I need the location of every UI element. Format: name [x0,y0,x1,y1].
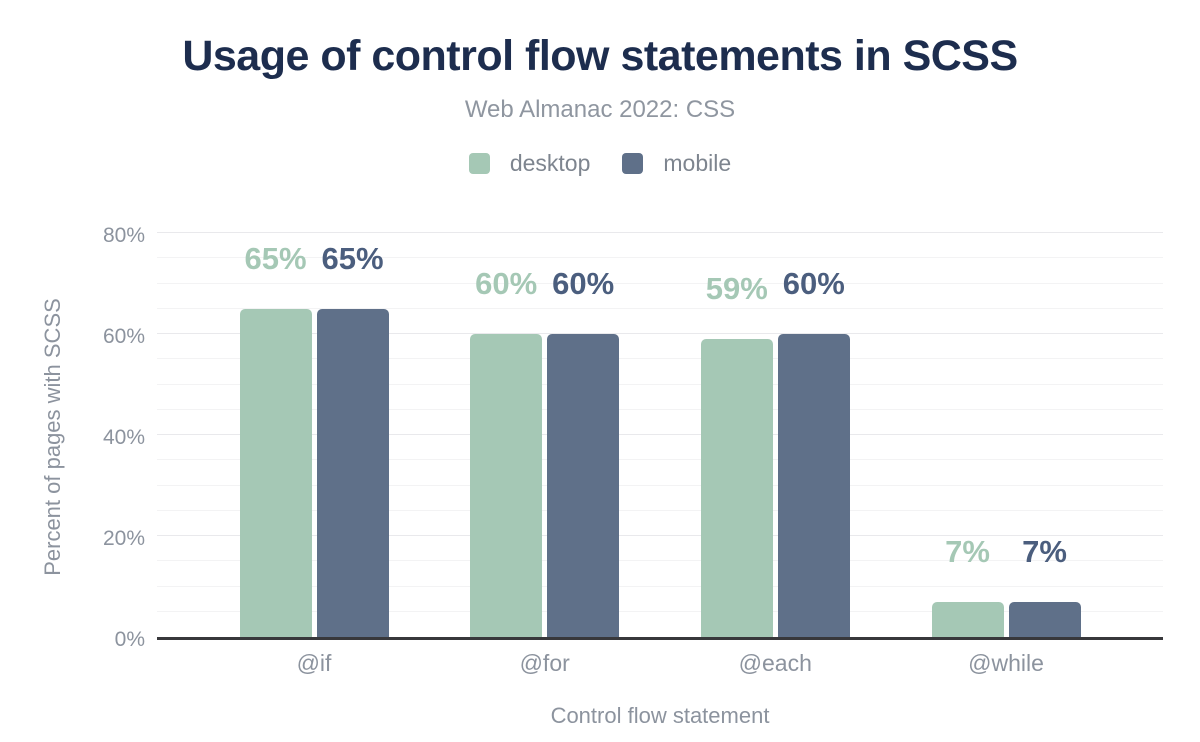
grid-line [157,257,1163,259]
mobile-bar-while [1008,601,1081,637]
grid-line [157,333,1163,334]
grid-line [157,484,1163,486]
bar-group-if: 65% 65% @if [239,236,389,676]
x-axis-title: Control flow statement [550,703,770,728]
legend-label-mobile: mobile [663,150,732,176]
mobile-bar-for [547,334,620,637]
grid-line [157,383,1163,385]
bar-group-for: 60% 60% @for [470,236,620,676]
mobile-value-label-while: 7% [1022,533,1067,569]
mobile-value-label-each: 60% [782,266,845,301]
desktop-bar-if [239,308,312,637]
x-tick-label-if: @if [296,650,332,676]
bar-group-each: 59% 60% @each [700,236,850,676]
grid-line [157,434,1163,435]
legend-label-desktop: desktop [509,150,591,176]
mobile-swatch-icon [622,153,644,174]
desktop-value-label-while: 7% [945,533,990,569]
grid-line [157,560,1163,562]
x-tick-label-each: @each [738,650,812,676]
grid-line [157,232,1163,233]
desktop-bar-each [700,339,773,637]
mobile-bar-if [316,308,389,637]
desktop-bar-for [470,334,543,637]
legend: desktop mobile [0,150,1200,177]
legend-item-desktop[interactable]: desktop [468,150,591,177]
bar-group-while: 7% 7% @while [931,236,1081,676]
plot-area: 0% 20% 40% 60% 80% Percent of pages with SCS… [40,224,1163,728]
legend-item-mobile[interactable]: mobile [622,150,731,177]
mobile-value-label-if: 65% [321,240,384,276]
y-axis-title: Percent of pages with SCSS [40,297,65,576]
grid-line [157,358,1163,360]
desktop-bar-while [931,601,1004,637]
grid-line [157,459,1163,461]
mobile-value-label-for: 60% [552,266,615,301]
desktop-value-label-if: 65% [244,240,307,276]
y-tick-label: 60% [102,325,145,348]
x-tick-label-while: @while [968,650,1044,676]
chart-subtitle: Web Almanac 2022: CSS [464,96,736,123]
y-tick-label: 20% [102,527,145,550]
x-tick-label-for: @for [519,650,570,676]
desktop-value-label-each: 59% [705,271,768,307]
y-tick-label: 0% [114,628,145,651]
grid-line [157,535,1163,536]
grid-line [157,585,1163,587]
y-tick-label: 40% [102,426,145,449]
y-tick-label: 80% [102,224,145,247]
grid-line [157,509,1163,511]
grid-line [157,282,1163,284]
grid-line [157,307,1163,309]
grid-line [157,408,1163,410]
chart-title: Usage of control flow statements in SCSS [182,32,1018,80]
desktop-value-label-for: 60% [475,266,538,301]
desktop-swatch-icon [468,153,490,174]
grid-line [157,610,1163,612]
mobile-bar-each [777,334,850,637]
